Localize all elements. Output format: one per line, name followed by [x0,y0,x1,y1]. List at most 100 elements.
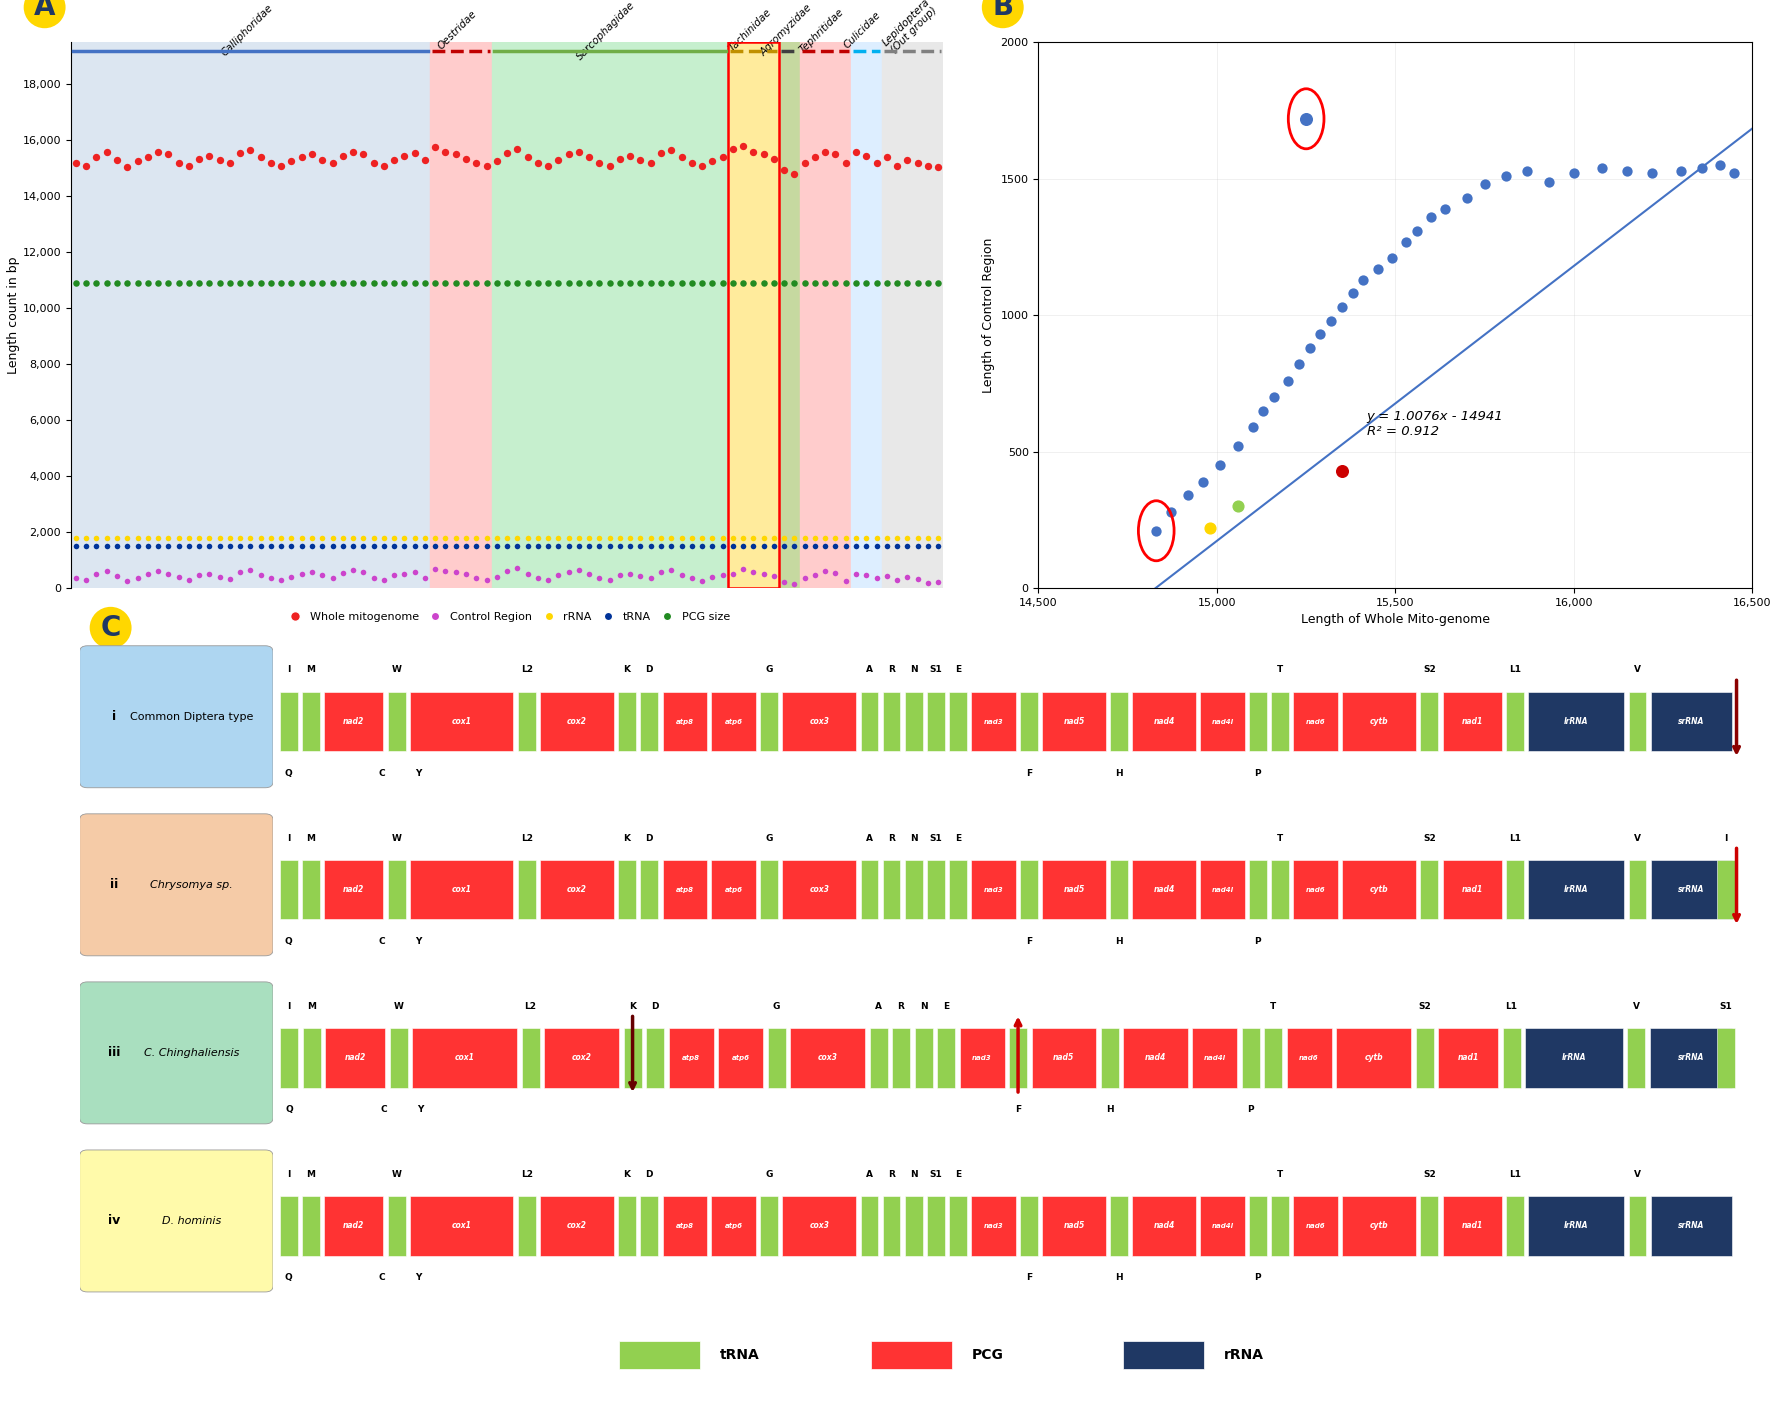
Point [227,527,255,550]
Bar [519,861,536,920]
Bar [860,861,878,920]
Point [154,271,182,294]
Point [216,151,244,174]
Text: tRNA: tRNA [720,1348,759,1362]
Text: C: C [381,1105,388,1115]
Point [759,271,788,294]
Point [267,154,296,177]
Point [749,534,777,557]
Bar [779,42,800,588]
Point [1418,206,1446,229]
Text: S2: S2 [1418,1002,1430,1010]
Text: G: G [765,1170,773,1178]
Point [483,150,512,172]
Text: cox3: cox3 [809,718,828,726]
Point [667,564,696,586]
Point [359,151,388,174]
Point [759,527,788,550]
Point [441,534,469,557]
Point [894,148,922,171]
Text: lrRNA: lrRNA [1565,718,1588,726]
Point [329,144,358,167]
Point [370,527,398,550]
Point [646,271,674,294]
Bar [727,42,779,588]
Point [175,271,204,294]
Text: cytb: cytb [1370,1221,1388,1231]
Point [297,271,326,294]
Point [1156,500,1184,523]
Bar [782,1197,857,1256]
Point [729,134,758,157]
Point [308,564,336,586]
Point [92,271,120,294]
Text: K: K [623,1170,630,1178]
Text: T: T [1269,1002,1276,1010]
Bar [324,1197,384,1256]
Point [308,534,336,557]
Bar [972,692,1016,752]
Point [513,562,542,585]
Point [729,558,758,581]
Point [92,140,120,162]
Point [843,534,871,557]
Point [873,146,901,168]
Point [821,527,850,550]
Text: nad4: nad4 [1154,718,1175,726]
Point [235,560,264,582]
Text: L1: L1 [1506,1002,1517,1010]
Point [175,534,204,557]
Bar [430,42,492,588]
Point [800,271,828,294]
Point [381,534,409,557]
Text: B: B [993,0,1014,21]
Bar [1250,861,1267,920]
Point [1338,283,1366,305]
Point [92,560,120,582]
Point [492,141,520,164]
Bar [1200,692,1244,752]
Point [205,527,234,550]
Point [770,527,798,550]
Text: D: D [651,1002,658,1010]
Point [894,271,922,294]
Point [554,534,582,557]
Bar [1342,1197,1416,1256]
Point [62,534,90,557]
Point [894,534,922,557]
Point [843,271,871,294]
Text: nad2: nad2 [343,1221,365,1231]
Point [605,147,634,170]
Text: M: M [306,834,315,842]
Point [370,154,398,177]
Point [719,271,747,294]
Point [329,271,358,294]
Text: F: F [1014,1105,1021,1115]
Point [646,527,674,550]
Text: I: I [287,1002,290,1010]
Point [697,534,726,557]
Point [543,534,572,557]
Point [195,527,223,550]
Bar [1528,861,1625,920]
Text: cytb: cytb [1370,718,1388,726]
Point [287,562,315,585]
Point [862,567,890,589]
Point [421,271,450,294]
Bar [303,692,320,752]
Text: cox3: cox3 [809,886,828,894]
Text: I: I [1724,834,1728,842]
Bar [904,1197,922,1256]
Point [781,271,809,294]
Point [246,271,274,294]
Point [770,158,798,181]
Point [411,527,439,550]
Bar [519,1197,536,1256]
Point [319,567,347,589]
Point [205,271,234,294]
Point [740,561,768,584]
Text: P: P [1255,769,1262,779]
Text: nad4l: nad4l [1204,1056,1225,1061]
Text: R: R [897,1002,904,1010]
Text: K: K [623,666,630,674]
